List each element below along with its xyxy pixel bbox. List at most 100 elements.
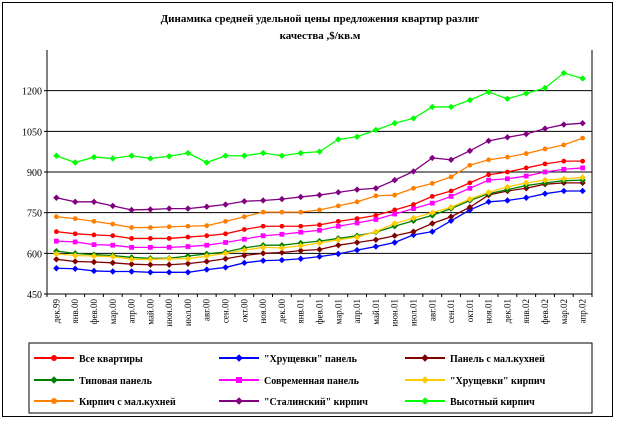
x-tick-label: дек.99 <box>51 299 61 324</box>
x-tick-label: ноя.00 <box>258 299 268 324</box>
data-point <box>486 157 492 163</box>
x-tick-label: май.01 <box>371 299 381 325</box>
data-point <box>241 214 247 220</box>
legend-swatch-marker <box>51 398 57 404</box>
y-tick-label: 1050 <box>22 127 42 138</box>
data-point <box>372 126 380 134</box>
data-point <box>203 252 210 260</box>
data-point <box>259 149 267 157</box>
data-point <box>353 233 361 241</box>
data-point <box>241 227 247 232</box>
legend-label: Кирпич с мал.кухней <box>79 397 176 408</box>
x-tick-label: апр.02 <box>578 299 588 323</box>
data-point <box>53 256 60 263</box>
data-point <box>165 261 173 268</box>
data-point <box>354 220 360 226</box>
x-tick-label: апр.01 <box>352 299 362 323</box>
data-point <box>109 155 116 162</box>
data-point <box>279 231 285 237</box>
x-tick-label: июл.00 <box>183 299 193 327</box>
x-tick-label: дек.00 <box>277 299 287 324</box>
data-point <box>447 156 455 163</box>
data-point <box>203 159 210 166</box>
data-point <box>298 209 304 215</box>
data-point <box>466 96 474 104</box>
data-point <box>466 195 474 203</box>
data-point <box>53 238 59 244</box>
data-point <box>353 186 361 193</box>
legend-swatch-marker <box>235 354 243 362</box>
data-point <box>541 125 549 132</box>
data-point <box>129 225 134 230</box>
data-point <box>90 258 98 266</box>
legend-item: "Хрущевки" панель <box>219 354 358 365</box>
legend-label: "Хрущевки" кирпич <box>450 376 546 387</box>
data-point <box>316 239 323 247</box>
data-point <box>317 207 322 213</box>
data-point <box>447 204 455 211</box>
data-point <box>147 269 154 276</box>
data-point <box>392 211 398 217</box>
data-point <box>259 257 267 264</box>
y-axis-ticks: 450 600 750 900 1050 1200 <box>22 87 42 301</box>
data-point <box>109 253 116 260</box>
data-point <box>504 95 511 102</box>
data-point <box>166 236 172 241</box>
data-point <box>411 185 416 191</box>
series-4 <box>53 165 586 250</box>
data-point <box>316 246 323 253</box>
legend-item: Современная панель <box>219 376 360 387</box>
data-point <box>429 228 436 235</box>
legend-swatch-marker <box>235 397 243 405</box>
x-tick-label: мар.00 <box>108 299 118 325</box>
data-point <box>410 214 417 222</box>
data-point <box>259 197 267 204</box>
x-tick-label: дек.01 <box>502 299 512 323</box>
x-axis-ticks: дек.99 янв.00 фев.00 мар.00 апр.00 май.00 июн.… <box>51 299 587 327</box>
data-point <box>259 244 267 251</box>
x-tick-label: фев.01 <box>315 299 325 324</box>
series-0 <box>53 158 586 241</box>
data-point <box>297 247 304 254</box>
data-point <box>147 256 154 263</box>
data-point <box>392 207 398 213</box>
data-point <box>165 153 173 160</box>
data-point <box>448 188 454 194</box>
data-point <box>222 250 229 257</box>
data-point <box>579 120 586 127</box>
legend-swatch-marker <box>50 376 58 384</box>
legend-item: "Сталинский" кирпич <box>219 397 368 408</box>
data-point <box>335 218 341 224</box>
data-point <box>278 249 286 256</box>
data-point <box>429 180 435 186</box>
legend-item: Высотный кирпич <box>405 397 535 408</box>
data-point <box>110 242 116 248</box>
data-point <box>523 179 530 187</box>
data-point <box>297 149 304 157</box>
legend-label: Типовая панель <box>79 376 153 387</box>
data-point <box>411 202 416 207</box>
x-tick-label: мар.02 <box>559 299 569 324</box>
legend-swatch-marker <box>421 376 429 384</box>
data-point <box>391 220 398 227</box>
x-tick-label: июл.01 <box>408 299 418 326</box>
x-tick-label: окт.01 <box>465 299 475 322</box>
data-point <box>392 192 398 198</box>
data-point <box>241 198 248 205</box>
chart-frame <box>2 2 613 417</box>
chart-title-line1: Динамика средней удельной цены предложен… <box>161 13 480 25</box>
data-point <box>53 214 59 220</box>
data-point <box>579 174 586 181</box>
data-point <box>165 255 173 262</box>
data-point <box>147 236 153 241</box>
data-point <box>372 236 380 243</box>
data-point <box>166 224 172 230</box>
data-point <box>165 269 173 276</box>
legend-label: Панель с мал.кухней <box>450 354 545 365</box>
data-point <box>467 180 473 186</box>
data-point <box>466 204 474 211</box>
data-point <box>53 265 60 272</box>
data-point <box>410 228 417 235</box>
data-point <box>204 242 210 248</box>
